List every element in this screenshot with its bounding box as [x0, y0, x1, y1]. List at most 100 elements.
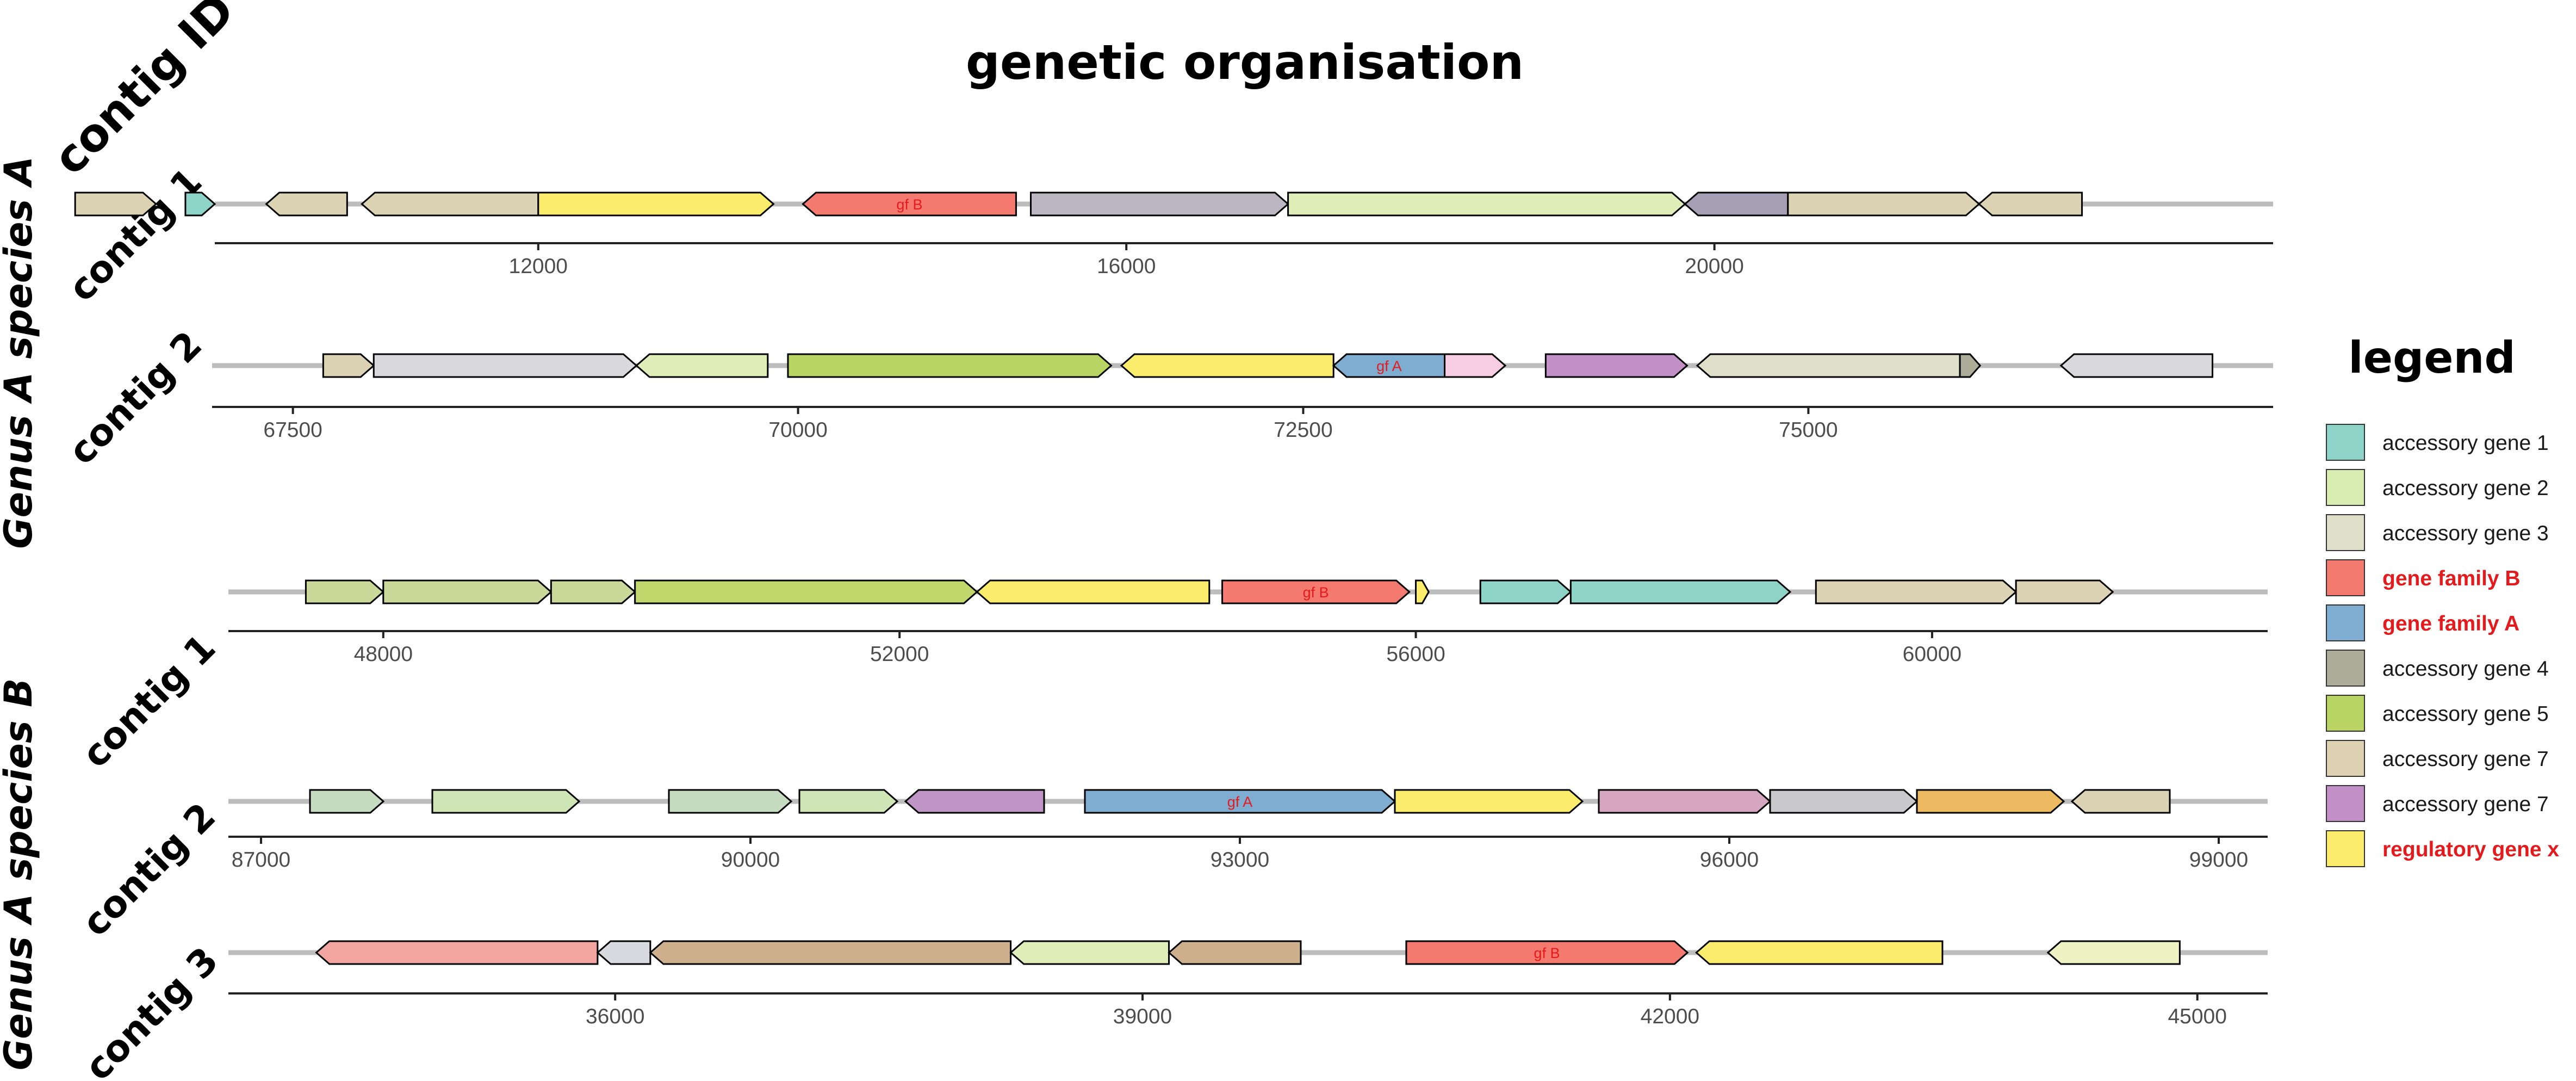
gene-arrow: [2015, 579, 2114, 604]
legend-item: accessory gene 5: [2326, 695, 2549, 732]
contig-label: contig 2: [74, 795, 224, 945]
legend-swatch: [2326, 695, 2365, 732]
gene-arrow: [1695, 940, 1944, 965]
gene-arrow: [1684, 192, 1789, 217]
gene-arrow: [2059, 353, 2214, 378]
gene-arrow: [1569, 579, 1792, 604]
gene-label: gf B: [1303, 584, 1329, 601]
contig-track: contig 3 gf B 36000 39000 42000 45000: [77, 939, 2268, 1081]
gene-arrow: [802, 192, 1017, 217]
gene-arrow: [634, 579, 978, 604]
gene-arrow: [904, 789, 1045, 814]
gene-arrow: [635, 353, 769, 378]
gene-arrow: [1029, 192, 1289, 217]
legend-label: accessory gene 5: [2382, 702, 2549, 726]
x-tick-label: 48000: [354, 643, 413, 666]
gene-arrow: [1084, 789, 1396, 814]
x-tick-label: 20000: [1685, 255, 1743, 278]
gene-arrow: [1978, 192, 2083, 217]
gene-arrow: [537, 192, 775, 217]
legend-swatch: [2326, 650, 2365, 687]
gene-label: gf A: [1376, 358, 1402, 374]
gene-label: gf A: [1227, 794, 1253, 810]
legend-label: gene family B: [2382, 567, 2521, 590]
x-tick-label: 56000: [1386, 643, 1445, 666]
legend-label: accessory gene 7: [2382, 793, 2549, 816]
x-tick-label: 60000: [1903, 643, 1962, 666]
x-tick-label: 75000: [1779, 418, 1838, 442]
gene-arrow: [184, 192, 216, 217]
species-group-label: Genus A species B: [0, 678, 41, 1071]
x-tick-label: 72500: [1274, 418, 1332, 442]
gene-arrow: [1916, 789, 2065, 814]
legend-item: regulatory gene x: [2326, 830, 2559, 867]
gene-arrow: [1009, 940, 1170, 965]
gene-arrow: [1332, 353, 1446, 378]
gene-arrow: [2070, 789, 2171, 814]
gene-arrow: [382, 579, 553, 604]
gene-arrow: [550, 579, 636, 604]
gene-arrow: [596, 940, 651, 965]
legend-item: gene family B: [2326, 559, 2521, 596]
contig-groups: Genus A species A contig 1 gf B 12000 16000 2…: [0, 156, 2273, 1081]
gene-arrow: [1221, 579, 1411, 604]
x-tick-label: 42000: [1641, 1005, 1699, 1028]
gene-arrow: [305, 579, 385, 604]
gene-arrow: [1598, 789, 1772, 814]
gene-arrow: [787, 353, 1113, 378]
figure-title: genetic organisation: [966, 34, 1524, 90]
legend: legend accessory gene 1 accessory gene 2 a…: [2326, 332, 2559, 867]
legend-swatch: [2326, 830, 2365, 867]
legend-item: accessory gene 3: [2326, 514, 2549, 551]
gene-arrow: [74, 192, 158, 217]
gene-arrow: [1479, 579, 1572, 604]
gene-arrow: [315, 940, 599, 965]
x-tick-label: 52000: [870, 643, 929, 666]
legend-item: accessory gene 7: [2326, 740, 2549, 777]
x-tick-label: 99000: [2189, 848, 2248, 872]
contig-track: contig 2 gf A 67500 70000 72500 75000: [60, 323, 2273, 473]
x-tick-label: 93000: [1211, 848, 1269, 872]
x-tick-label: 16000: [1097, 255, 1156, 278]
contig-label: contig 3: [77, 939, 227, 1081]
legend-swatch: [2326, 559, 2365, 596]
legend-item: accessory gene 2: [2326, 469, 2549, 506]
legend-swatch: [2326, 424, 2365, 461]
gene-arrow: [309, 789, 385, 814]
x-tick-label: 67500: [263, 418, 322, 442]
legend-label: accessory gene 3: [2382, 522, 2549, 545]
gene-arrow: [1287, 192, 1686, 217]
gene-arrow: [1394, 789, 1584, 814]
gene-arrow: [649, 940, 1012, 965]
gene-arrow: [1405, 940, 1689, 965]
gene-label: gf B: [1534, 945, 1560, 961]
gene-arrow: [1120, 353, 1334, 378]
contig-track: contig 2 gf A 87000 90000 93000 96000 99000: [74, 789, 2268, 945]
x-tick-label: 87000: [232, 848, 290, 872]
gene-arrow: [431, 789, 581, 814]
gene-arrow: [1415, 579, 1430, 604]
contig-track: contig 1 gf B 48000 52000 56000 60000: [74, 579, 2268, 776]
gene-arrow: [322, 353, 375, 378]
gene-arrow: [798, 789, 899, 814]
gene-arrow: [1444, 353, 1507, 378]
gene-arrow: [668, 789, 793, 814]
gene-arrow: [1787, 192, 1981, 217]
gene-arrow: [361, 192, 539, 217]
legend-item: accessory gene 1: [2326, 424, 2549, 461]
legend-label: accessory gene 2: [2382, 477, 2549, 500]
legend-swatch: [2326, 514, 2365, 551]
x-tick-label: 90000: [721, 848, 780, 872]
legend-swatch: [2326, 740, 2365, 777]
x-tick-label: 39000: [1113, 1005, 1172, 1028]
species-group: Genus A species B contig 1 gf B 48000 52000 5…: [0, 579, 2268, 1081]
gene-label: gf B: [896, 196, 922, 213]
gene-arrow: [1959, 353, 1982, 378]
x-tick-label: 45000: [2168, 1005, 2226, 1028]
x-tick-label: 12000: [509, 255, 568, 278]
legend-label: gene family A: [2382, 612, 2519, 635]
legend-label: regulatory gene x: [2382, 838, 2559, 861]
species-group-label: Genus A species A: [0, 156, 41, 549]
